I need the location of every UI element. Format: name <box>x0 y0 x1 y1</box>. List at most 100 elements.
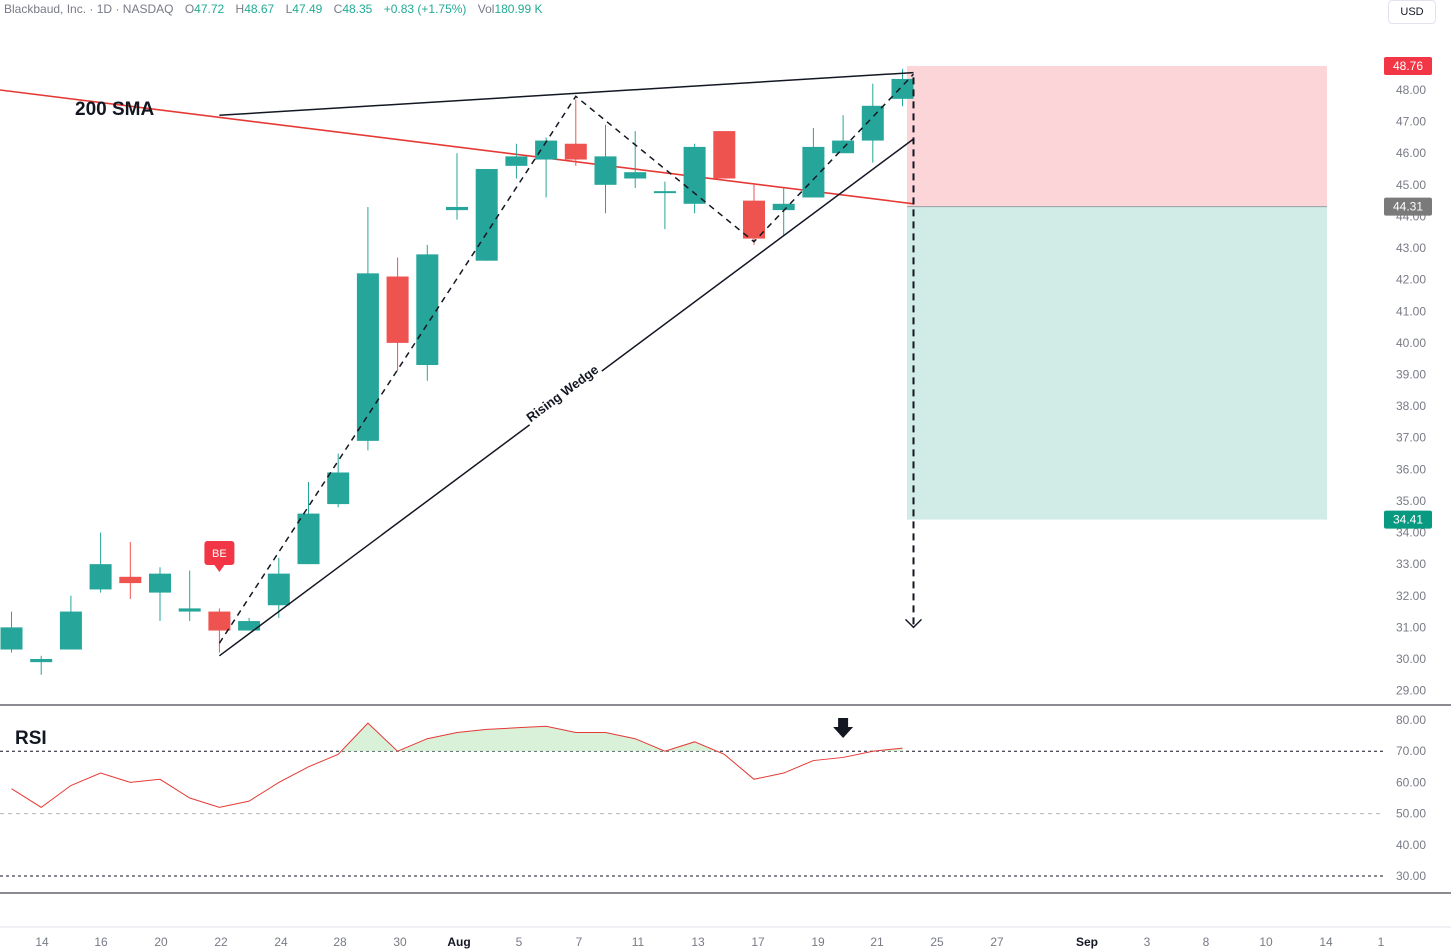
price-tick-label: 48.00 <box>1396 83 1426 97</box>
down-arrow-icon <box>833 718 854 738</box>
candle-body <box>416 254 439 366</box>
stop-price-label: 48.76 <box>1393 59 1423 73</box>
rsi-line <box>11 722 903 808</box>
candle-body <box>386 276 409 343</box>
price-tick-label: 41.00 <box>1396 304 1426 318</box>
rsi-overbought-fill <box>341 723 398 752</box>
candle-body <box>119 576 142 584</box>
time-tick-label: 8 <box>1203 935 1210 949</box>
low-key: L <box>285 2 293 16</box>
signal-badge <box>204 541 235 565</box>
candle-body <box>891 78 914 99</box>
candle-body <box>297 513 320 565</box>
candle-body <box>89 564 112 590</box>
stop-price-label-bg <box>1384 56 1432 75</box>
time-tick-label: 13 <box>691 935 705 949</box>
projection-arrowhead <box>904 618 923 629</box>
price-tick-label: 32.00 <box>1396 589 1426 603</box>
sma-line <box>0 89 914 205</box>
time-tick-label: 19 <box>811 935 825 949</box>
target-price-label-bg <box>1384 510 1432 529</box>
rsi-tick-label: 80.00 <box>1396 713 1426 727</box>
close-key: C <box>333 2 343 16</box>
candle-body <box>505 156 528 166</box>
price-tick-label: 31.00 <box>1396 620 1426 634</box>
price-tick-label: 38.00 <box>1396 399 1426 413</box>
time-tick-label: 10 <box>1259 935 1273 949</box>
open-value: 47.72 <box>194 2 225 16</box>
rsi-overbought-fill <box>397 726 665 752</box>
rsi-tick-label: 60.00 <box>1396 775 1426 789</box>
time-tick-label: 14 <box>35 935 49 949</box>
time-tick-label: 5 <box>516 935 523 949</box>
volume-value: 180.99 K <box>494 2 543 16</box>
candle-body <box>446 206 468 211</box>
candle-body <box>564 143 587 160</box>
price-tick-label: 29.00 <box>1396 684 1426 698</box>
price-tick-label: 36.00 <box>1396 462 1426 476</box>
time-tick-label: Sep <box>1076 935 1098 949</box>
signal-badge-pointer <box>214 565 225 572</box>
price-tick-label: 43.00 <box>1396 241 1426 255</box>
symbol-legend: Blackbaud, Inc. · 1D · NASDAQ O47.72 H48… <box>4 2 543 16</box>
candle-body <box>238 621 261 631</box>
rsi-overbought-fill <box>664 741 717 752</box>
target-zone <box>907 206 1327 520</box>
price-tick-label: 40.00 <box>1396 336 1426 350</box>
time-tick-label: 17 <box>751 935 765 949</box>
exchange-label: NASDAQ <box>122 2 174 16</box>
high-key: H <box>235 2 245 16</box>
candle-body <box>832 140 855 154</box>
candle-body <box>208 611 231 631</box>
time-tick-label: 11 <box>632 935 645 949</box>
time-tick-label: 25 <box>930 935 944 949</box>
time-tick-label: 14 <box>1319 935 1333 949</box>
target-price-label: 34.41 <box>1393 513 1423 527</box>
candle-body <box>683 146 706 204</box>
entry-price-label-bg <box>1384 197 1432 216</box>
low-value: 47.49 <box>292 2 323 16</box>
time-tick-label: 22 <box>214 935 228 949</box>
rsi-tick-label: 30.00 <box>1396 869 1426 883</box>
candle-body <box>743 200 765 239</box>
sma-label: 200 SMA <box>75 99 154 120</box>
price-tick-label: 46.00 <box>1396 146 1426 160</box>
symbol-name[interactable]: Blackbaud, Inc. <box>4 2 87 16</box>
candle-body <box>267 573 290 606</box>
rsi-tick-label: 40.00 <box>1396 838 1426 852</box>
candle-body <box>624 172 647 179</box>
time-tick-label: 1 <box>1378 935 1385 949</box>
price-tick-label: 45.00 <box>1396 178 1426 192</box>
time-tick-label: 16 <box>94 935 108 949</box>
pattern-label: Rising Wedge <box>523 362 601 425</box>
price-tick-label: 47.00 <box>1396 115 1426 129</box>
candle-body <box>535 140 558 160</box>
price-tick-label: 37.00 <box>1396 431 1426 445</box>
close-value: 48.35 <box>342 2 373 16</box>
candle-body <box>713 131 736 179</box>
time-tick-label: 20 <box>154 935 168 949</box>
rsi-title: RSI <box>15 728 47 749</box>
time-tick-label: 28 <box>333 935 347 949</box>
open-key: O <box>184 2 195 16</box>
rsi-tick-label: 70.00 <box>1396 744 1426 758</box>
volume-key: Vol <box>477 2 495 16</box>
candle-body <box>475 169 498 261</box>
price-tick-label: 35.00 <box>1396 494 1426 508</box>
wedge-upper-line <box>219 71 914 117</box>
interval-label[interactable]: 1D <box>96 2 113 16</box>
change-value: +0.83 (+1.75%) <box>383 2 467 16</box>
time-tick-label: Aug <box>447 935 470 949</box>
time-tick-label: 3 <box>1144 935 1151 949</box>
candle-body <box>149 573 171 593</box>
price-tick-label: 39.00 <box>1396 367 1426 381</box>
candle-body <box>772 203 795 211</box>
high-value: 48.67 <box>244 2 275 16</box>
time-tick-label: 7 <box>576 935 583 949</box>
currency-button[interactable]: USD <box>1388 0 1436 24</box>
time-tick-label: 24 <box>274 935 288 949</box>
time-tick-label: 30 <box>393 935 407 949</box>
candle-body <box>653 191 676 194</box>
stop-zone <box>907 65 1327 207</box>
